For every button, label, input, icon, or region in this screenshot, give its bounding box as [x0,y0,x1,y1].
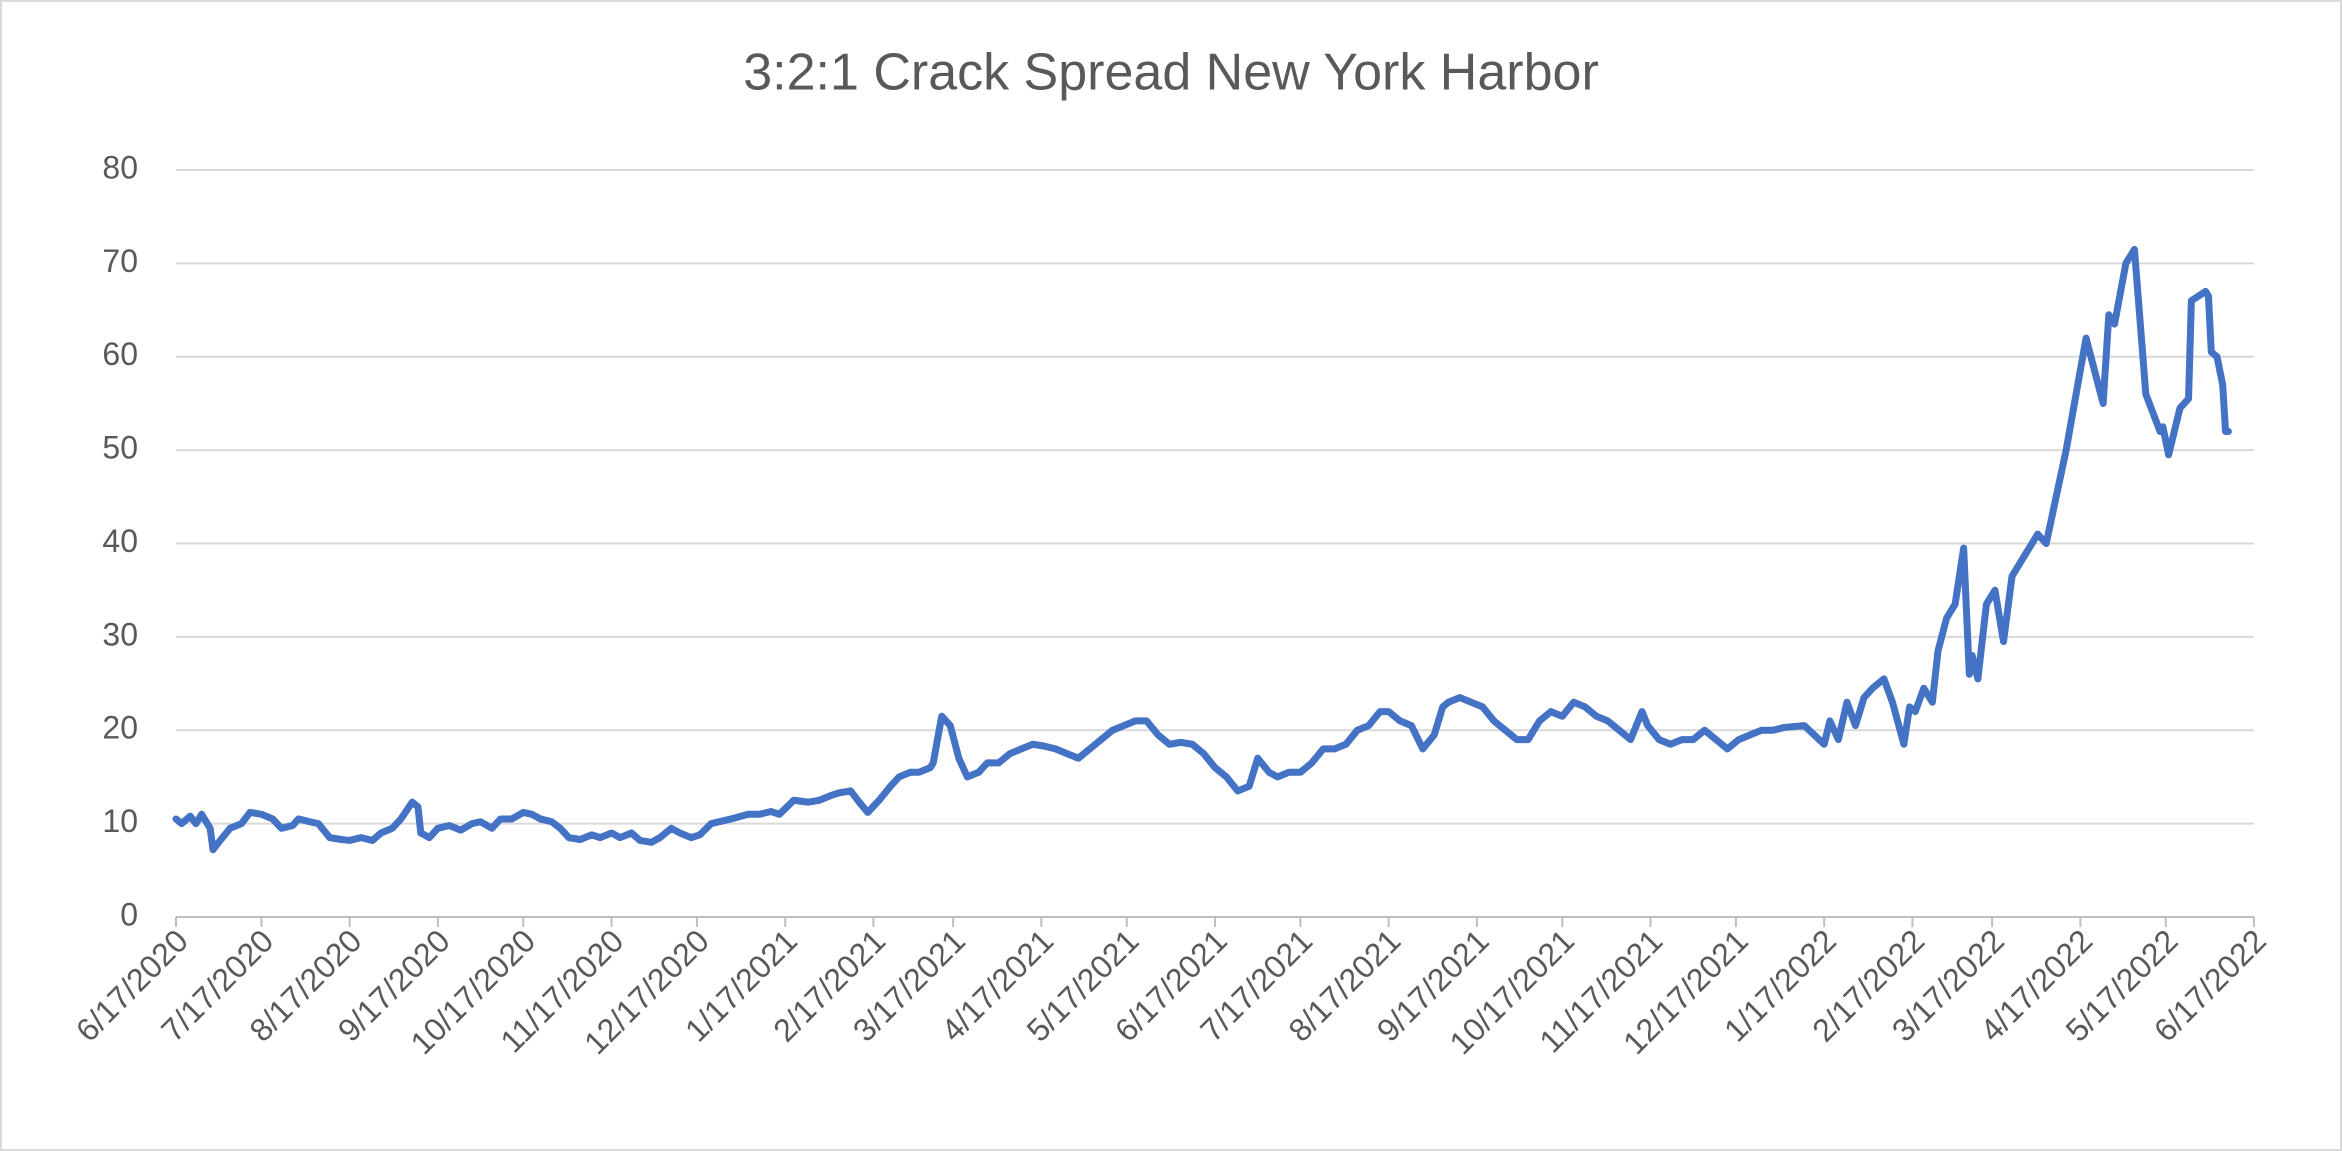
y-tick-label: 10 [102,803,138,839]
chart-title: 3:2:1 Crack Spread New York Harbor [743,44,1599,102]
y-tick-label: 70 [102,243,138,279]
y-tick-label: 20 [102,710,138,746]
y-tick-label: 40 [102,523,138,559]
y-tick-label: 80 [102,149,138,185]
y-tick-label: 0 [120,896,138,932]
y-tick-label: 50 [102,430,138,466]
y-tick-label: 30 [102,616,138,652]
data-line [172,245,2232,854]
y-tick-label: 60 [102,336,138,372]
